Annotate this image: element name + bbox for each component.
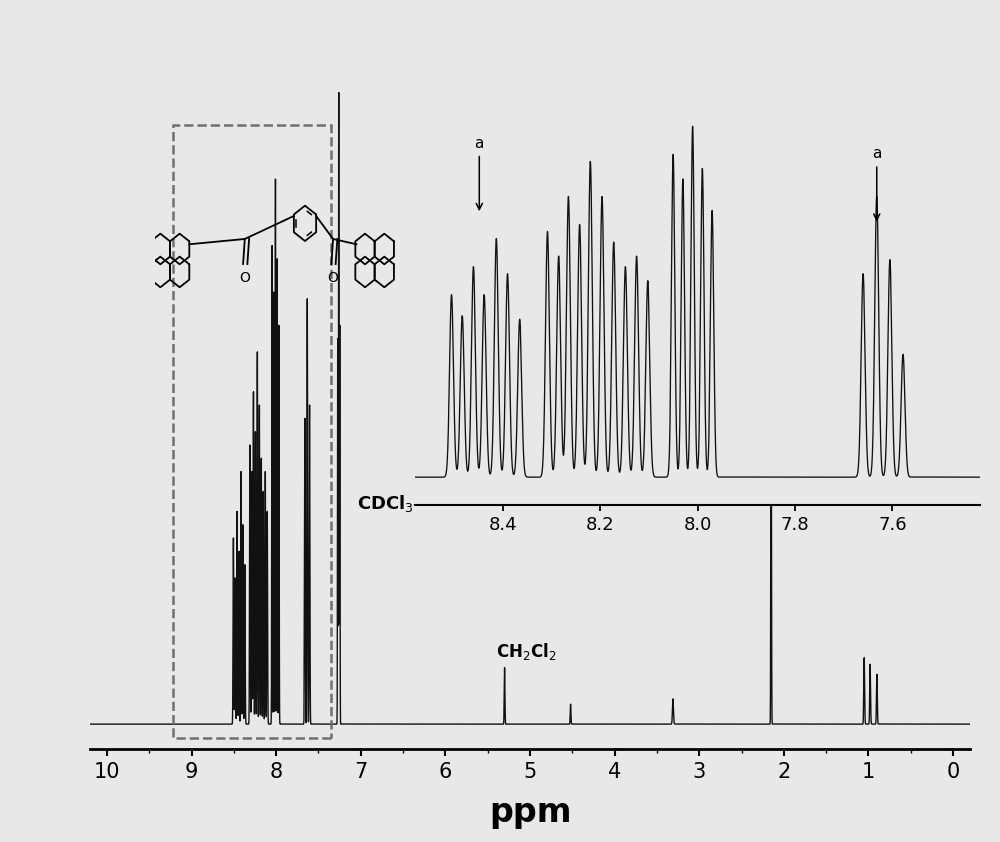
Text: a: a <box>475 136 484 210</box>
Text: CH$_2$Cl$_2$: CH$_2$Cl$_2$ <box>496 641 556 662</box>
Bar <box>173 125 331 738</box>
Text: H$_2$O: H$_2$O <box>811 481 848 500</box>
Text: O: O <box>239 271 250 285</box>
Text: CDCl$_3$: CDCl$_3$ <box>357 493 413 514</box>
X-axis label: ppm: ppm <box>489 796 571 829</box>
Text: a: a <box>872 147 881 220</box>
Text: O: O <box>328 271 339 285</box>
